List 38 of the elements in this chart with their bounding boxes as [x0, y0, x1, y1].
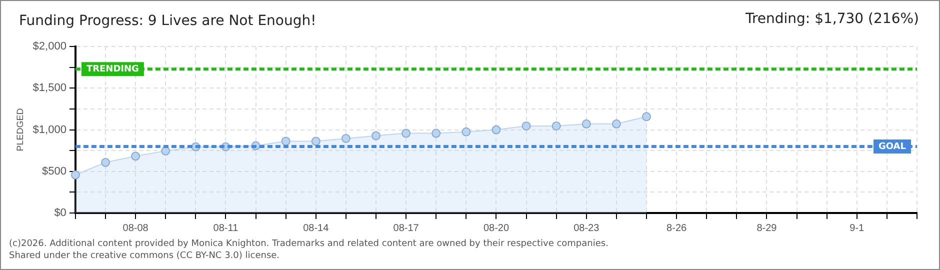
y-tick-label: $0 — [54, 207, 66, 220]
point — [462, 127, 471, 136]
point — [492, 125, 501, 134]
point — [612, 119, 621, 128]
text: Trending: $1,730 (216%) — [745, 11, 919, 27]
ref-line-label: TRENDING — [86, 64, 139, 74]
point — [552, 121, 561, 130]
x-tick-label: 8-29 — [756, 222, 778, 234]
chart-title: Funding Progress: 9 Lives are Not Enough! — [19, 13, 316, 29]
point — [432, 128, 441, 138]
point — [582, 119, 591, 128]
point — [131, 152, 140, 161]
point — [402, 128, 411, 138]
point — [101, 158, 110, 167]
x-tick-label: 08-17 — [393, 222, 420, 234]
y-axis-title: PLEDGED — [14, 108, 25, 152]
x-tick-label: 08-11 — [213, 222, 239, 234]
point — [70, 170, 80, 180]
point — [372, 131, 380, 140]
x-tick-label: 8-26 — [666, 222, 687, 234]
y-tick-label: $500 — [42, 165, 66, 178]
text: (c)2026. Additional content provided by Monica Knighton. Trademarks and related content are owned by their respective companies. — [9, 238, 608, 250]
y-tick-label: $1,000 — [32, 124, 66, 136]
point — [311, 136, 320, 146]
x-tick-label: 08-14 — [303, 222, 330, 234]
ref-line-label: GOAL — [878, 142, 906, 152]
y-tick-label: $1,500 — [32, 82, 66, 94]
x-tick-label: 08-20 — [483, 222, 510, 234]
text: Shared under the creative commons (CC BY-NC 3.0) license. — [9, 250, 281, 262]
point — [341, 134, 350, 143]
point — [161, 146, 170, 156]
x-tick-label: 9-1 — [850, 222, 865, 234]
point — [281, 136, 290, 146]
x-tick-label: 08-08 — [122, 222, 149, 234]
point — [642, 112, 651, 122]
point — [522, 121, 531, 130]
y-tick-label: $2,000 — [32, 40, 66, 53]
x-tick-label: 08-23 — [574, 222, 600, 234]
